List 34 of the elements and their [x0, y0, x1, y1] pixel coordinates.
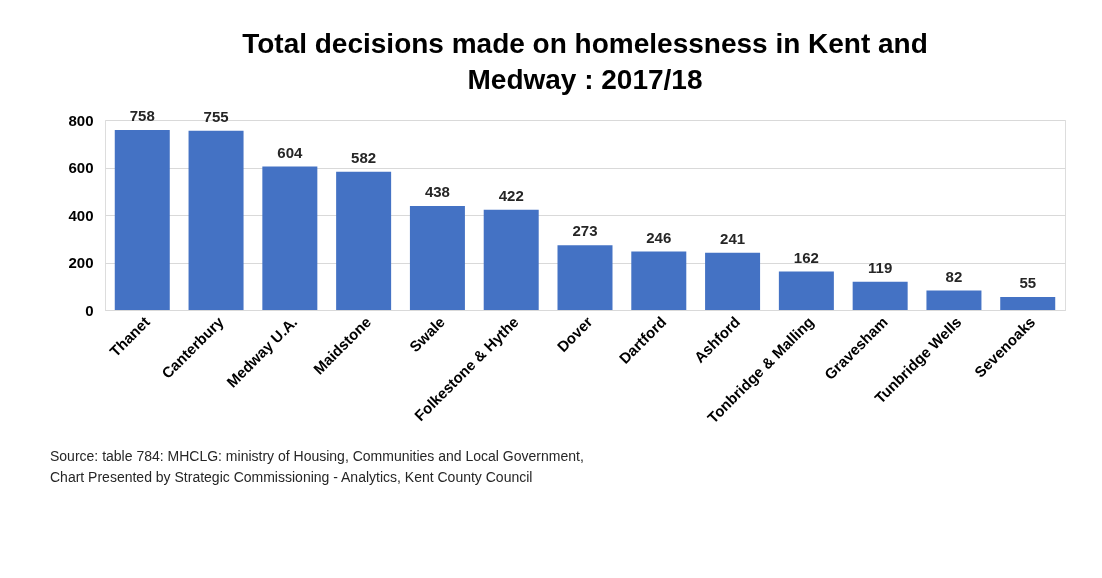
bar [336, 171, 392, 310]
data-label: 273 [572, 222, 598, 240]
text: Chart Presented by Strategic Commissioning - Analytics, Kent County Council [50, 469, 533, 485]
y-tick-label: 200 [68, 254, 94, 271]
y-tick-label: 400 [68, 206, 94, 224]
bar [557, 245, 613, 310]
bar [188, 130, 244, 310]
y-tick-label: 800 [68, 111, 94, 129]
data-label: 162 [793, 248, 819, 266]
bar [852, 281, 908, 310]
data-label: 241 [720, 229, 746, 247]
bar [926, 290, 982, 310]
data-label: 604 [277, 143, 304, 161]
bar [114, 129, 170, 310]
data-label: 422 [498, 186, 524, 204]
y-tick-label: 0 [85, 301, 94, 319]
data-label: 755 [203, 107, 229, 125]
y-tick-label: 600 [68, 159, 94, 176]
data-label: 55 [1019, 273, 1037, 291]
bar [1000, 296, 1056, 310]
source-note: Source: table 784: MHCLG: ministry of Housing, Communities and Local Government, [50, 448, 584, 464]
bar [778, 271, 834, 310]
data-label: 438 [424, 182, 450, 200]
data-label: 246 [646, 228, 672, 246]
bar [409, 205, 465, 310]
data-label: 119 [868, 258, 893, 276]
bar [631, 251, 687, 310]
data-label: 758 [129, 106, 155, 124]
bar [705, 252, 761, 310]
data-label: 582 [351, 148, 377, 166]
chart-title: Total decisions made on homelessness in Kent and Medway : 2017/18 [242, 27, 928, 95]
bar [483, 209, 539, 310]
bar [262, 166, 318, 310]
data-label: 82 [945, 267, 963, 285]
